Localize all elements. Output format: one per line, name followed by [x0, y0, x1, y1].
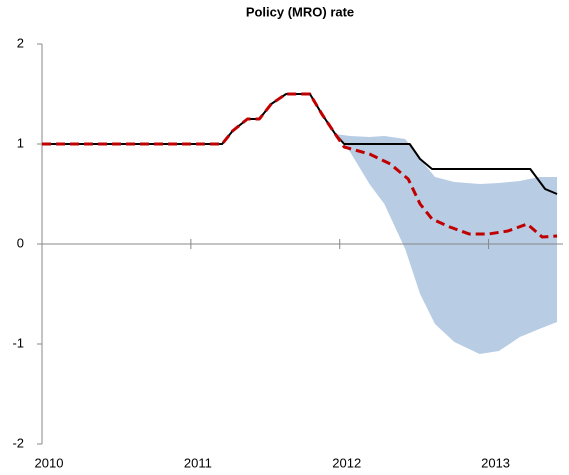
y-tick-label: 1 — [17, 135, 24, 150]
y-tick-label: -1 — [12, 335, 24, 350]
chart-title: Policy (MRO) rate — [246, 4, 354, 19]
y-tick-label: -2 — [12, 435, 24, 450]
line — [42, 92, 558, 239]
x-tick-label: 2012 — [332, 455, 361, 470]
y-tick-label: 2 — [17, 35, 24, 50]
y-tick-label: 0 — [17, 235, 24, 250]
x-tick-label: 2011 — [184, 455, 212, 470]
x-tick-label: 2013 — [481, 455, 510, 470]
x-tick-label: 2010 — [35, 455, 64, 470]
